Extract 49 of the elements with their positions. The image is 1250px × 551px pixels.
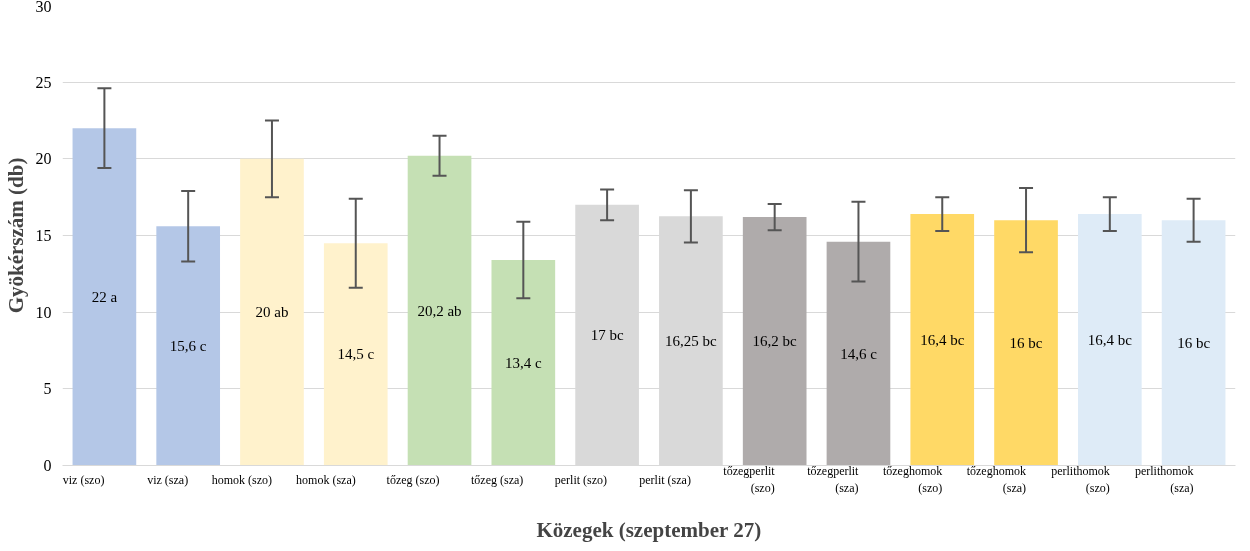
x-tick-label: homok (sza) bbox=[296, 472, 356, 487]
x-tick-label: perlithomok (szo) bbox=[1051, 464, 1110, 495]
data-label: 16,2 bc bbox=[752, 333, 798, 350]
data-label: 16 bc bbox=[1009, 334, 1043, 351]
x-tick-label: perlit (sza) bbox=[639, 472, 691, 487]
y-tick-label: 15 bbox=[35, 227, 52, 244]
data-label: 16,25 bc bbox=[665, 332, 718, 349]
bar bbox=[994, 220, 1058, 466]
y-tick-label: 5 bbox=[43, 380, 52, 398]
x-tick-label: viz (sza) bbox=[147, 472, 189, 487]
y-tick-label: 20 bbox=[35, 150, 52, 168]
x-tick-label: perlit (szo) bbox=[554, 472, 608, 487]
bar bbox=[323, 243, 388, 466]
x-tick-label: tőzeg (sza) bbox=[471, 472, 524, 487]
data-label: 22 a bbox=[91, 288, 118, 305]
x-tick-label: homok (szo) bbox=[211, 472, 272, 487]
bar bbox=[742, 217, 807, 466]
y-tick-label: 0 bbox=[43, 457, 52, 474]
bar bbox=[407, 155, 472, 466]
x-axis-title: Közegek (szeptember 27) bbox=[536, 518, 762, 543]
x-tick-label: viz (szo) bbox=[62, 472, 105, 487]
data-label: 16 bc bbox=[1177, 334, 1211, 351]
bar bbox=[910, 214, 975, 466]
data-label: 16,4 bc bbox=[920, 331, 965, 348]
bar bbox=[1077, 214, 1142, 466]
x-tick-label: tőzeghomok (sza) bbox=[966, 464, 1027, 495]
data-label: 16,4 bc bbox=[1087, 331, 1133, 348]
data-label: 20,2 ab bbox=[417, 302, 462, 319]
data-label: 17 bc bbox=[590, 327, 624, 344]
bar bbox=[72, 128, 137, 466]
bar bbox=[1161, 220, 1226, 466]
y-axis-title: Gyökérszám (db) bbox=[3, 157, 28, 314]
x-tick-label: tőzegperlit (sza) bbox=[807, 464, 860, 495]
x-tick-label: tőzeg (szo) bbox=[386, 472, 440, 487]
x-tick-label: tőzeghomok (szo) bbox=[882, 464, 943, 495]
data-label: 15,6 c bbox=[169, 337, 207, 354]
data-label: 20 ab bbox=[255, 304, 289, 321]
bar bbox=[491, 260, 556, 466]
x-tick-label: perlithomok (sza) bbox=[1134, 464, 1194, 495]
data-label: 14,6 c bbox=[840, 345, 878, 362]
bar bbox=[156, 226, 221, 466]
bar bbox=[240, 158, 304, 466]
y-tick-label: 25 bbox=[35, 73, 52, 91]
data-label: 14,5 c bbox=[337, 346, 375, 363]
y-tick-label: 30 bbox=[35, 0, 52, 15]
y-tick-label: 10 bbox=[35, 303, 52, 321]
bar bbox=[826, 241, 891, 466]
x-tick-label: tőzegperlit (szo) bbox=[723, 464, 776, 495]
data-label: 13,4 c bbox=[504, 354, 542, 371]
